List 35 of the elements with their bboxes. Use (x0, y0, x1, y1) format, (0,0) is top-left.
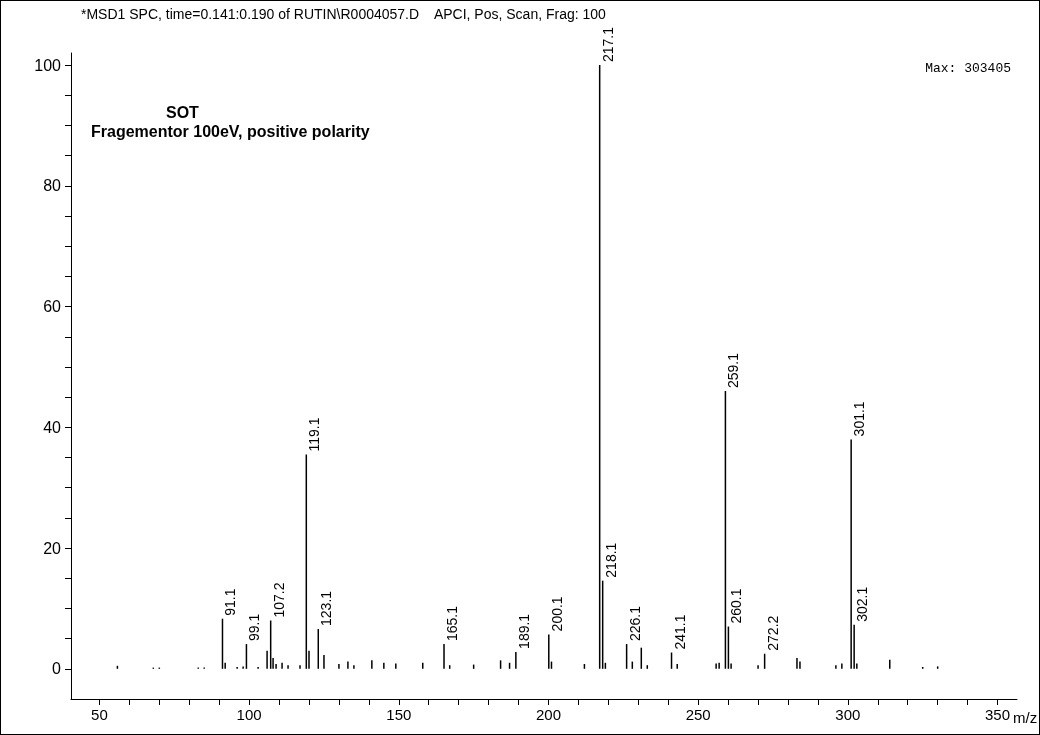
annotation: Fragementor 100eV, positive polarity (91, 122, 370, 140)
annotation: SOT (166, 103, 200, 121)
y-tick-label: 100 (34, 56, 62, 74)
annotation: 272.2 (764, 615, 781, 651)
y-tick-label: 0 (52, 660, 62, 678)
x-tick-label: 350 (985, 706, 1011, 723)
annotation: 218.1 (602, 542, 619, 578)
y-tick-label: 80 (43, 177, 62, 195)
y-tick-label: 20 (43, 539, 62, 557)
x-tick-label: 50 (91, 706, 108, 723)
annotation: 301.1 (851, 401, 868, 437)
annotation: 260.1 (728, 588, 745, 624)
annotation: 107.2 (270, 582, 287, 618)
annotation: 241.1 (671, 614, 688, 650)
chart-title: *MSD1 SPC, time=0.141:0.190 of RUTIN\R0004057.D APCI, Pos, Scan, Frag: 100 (81, 6, 607, 22)
annotation: 217.1 (599, 26, 616, 63)
x-tick-label: 150 (386, 706, 412, 723)
x-axis-title: m/z (1013, 709, 1038, 726)
x-tick-label: 250 (685, 706, 711, 723)
x-tick-label: 200 (535, 706, 562, 723)
annotation: 99.1 (246, 613, 263, 642)
annotation: 259.1 (725, 352, 742, 389)
annotation: 189.1 (515, 613, 532, 649)
annotation: Max: 303405 (925, 61, 1012, 76)
annotation: 123.1 (318, 590, 335, 626)
x-tick-label: 300 (835, 706, 861, 723)
annotation: 165.1 (444, 605, 461, 642)
annotation: 200.1 (548, 596, 565, 632)
annotation: 302.1 (854, 586, 871, 622)
y-tick-label: 40 (43, 418, 62, 436)
annotation: 91.1 (222, 588, 239, 616)
x-tick-label: 100 (236, 706, 262, 723)
y-tick-label: 60 (43, 298, 62, 316)
annotation: 226.1 (626, 605, 643, 642)
annotation: 119.1 (306, 417, 323, 452)
